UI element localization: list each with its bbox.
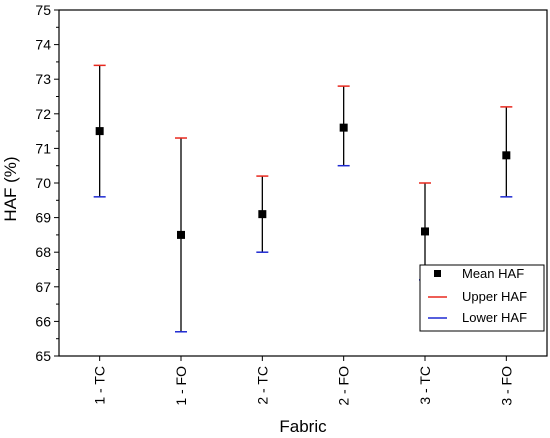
y-axis-title: HAF (%) <box>1 156 20 221</box>
x-tick-label: 3 - FO <box>498 366 514 406</box>
mean-point <box>339 123 348 132</box>
legend-label-mean: Mean HAF <box>462 266 524 281</box>
y-tick-label: 74 <box>35 37 51 53</box>
legend-label-lower: Lower HAF <box>462 310 527 325</box>
y-tick-label: 72 <box>35 106 51 122</box>
y-tick-label: 71 <box>35 140 51 156</box>
mean-point <box>502 151 511 160</box>
y-tick-label: 73 <box>35 71 51 87</box>
mean-point <box>421 227 429 236</box>
x-tick-label: 3 - TC <box>417 366 433 405</box>
y-tick-label: 70 <box>35 175 51 191</box>
y-tick-label: 69 <box>35 210 51 226</box>
mean-point <box>177 230 185 239</box>
y-tick-label: 75 <box>35 2 51 18</box>
x-tick-label: 1 - FO <box>173 366 189 406</box>
legend-label-upper: Upper HAF <box>462 289 527 304</box>
x-tick-label: 2 - FO <box>336 366 352 406</box>
y-tick-label: 67 <box>35 279 51 295</box>
legend: Mean HAF Upper HAF Lower HAF <box>419 264 545 332</box>
x-axis: 1 - TC 1 - FO 2 - TC 2 - FO 3 - TC 3 - FO <box>92 356 514 406</box>
x-axis-title: Fabric <box>279 417 327 436</box>
y-tick-label: 66 <box>35 313 51 329</box>
x-tick-label: 1 - TC <box>92 366 108 405</box>
mean-point <box>95 127 104 136</box>
y-tick-label: 68 <box>35 244 51 260</box>
x-tick-label: 2 - TC <box>254 366 270 405</box>
mean-markers <box>95 123 511 239</box>
mean-point <box>258 210 267 219</box>
y-axis: 65 66 67 68 69 70 71 72 73 74 75 <box>35 2 59 364</box>
legend-swatch-mean <box>434 270 441 277</box>
y-tick-label: 65 <box>35 348 51 364</box>
